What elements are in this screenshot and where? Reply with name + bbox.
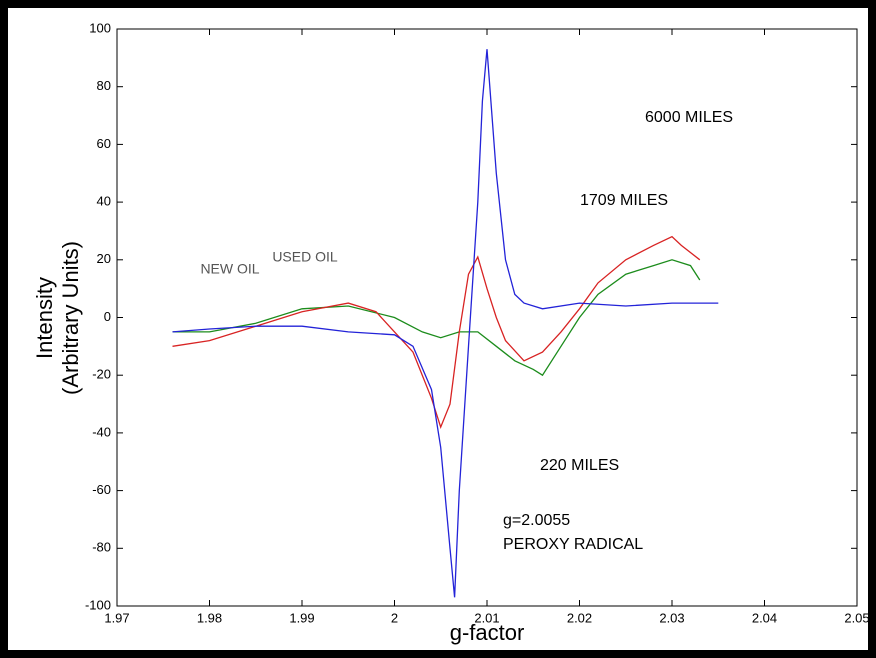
- x-tick-label: 2.01: [474, 610, 499, 625]
- x-tick-label: 2.04: [752, 610, 777, 625]
- y-tick-label: 0: [104, 309, 111, 324]
- x-tick-label: 1.97: [104, 610, 129, 625]
- y-tick-label: 20: [97, 251, 111, 266]
- series-label: 220 MILES: [540, 457, 619, 474]
- x-tick-label: 1.99: [289, 610, 314, 625]
- x-tick-label: 2.02: [567, 610, 592, 625]
- y-tick-label: 100: [89, 20, 111, 35]
- y-axis-label: Intensity: [32, 277, 57, 359]
- y-tick-label: 80: [97, 78, 111, 93]
- y-tick-label: -20: [92, 367, 111, 382]
- x-axis-label: g-factor: [450, 620, 525, 645]
- y-tick-label: -40: [92, 424, 111, 439]
- inset-label: USED OIL: [272, 249, 338, 265]
- x-tick-label: 2.05: [844, 610, 869, 625]
- x-tick-label: 1.98: [197, 610, 222, 625]
- y-axis-label: (Arbitrary Units): [58, 241, 83, 395]
- series-line: [172, 235, 701, 430]
- annotation: PEROXY RADICAL: [503, 536, 643, 553]
- y-tick-label: -60: [92, 482, 111, 497]
- x-tick-label: 2.03: [659, 610, 684, 625]
- y-tick-label: 40: [97, 194, 111, 209]
- inset-label: NEW OIL: [200, 261, 259, 277]
- series-label: 6000 MILES: [645, 109, 733, 126]
- y-tick-label: -100: [85, 597, 111, 612]
- series-label: 1709 MILES: [580, 192, 668, 209]
- series-line: [172, 49, 719, 598]
- x-tick-label: 2: [391, 610, 398, 625]
- plot-area: [116, 28, 858, 607]
- annotation: g=2.0055: [503, 512, 570, 529]
- y-tick-label: -80: [92, 540, 111, 555]
- y-tick-label: 60: [97, 136, 111, 151]
